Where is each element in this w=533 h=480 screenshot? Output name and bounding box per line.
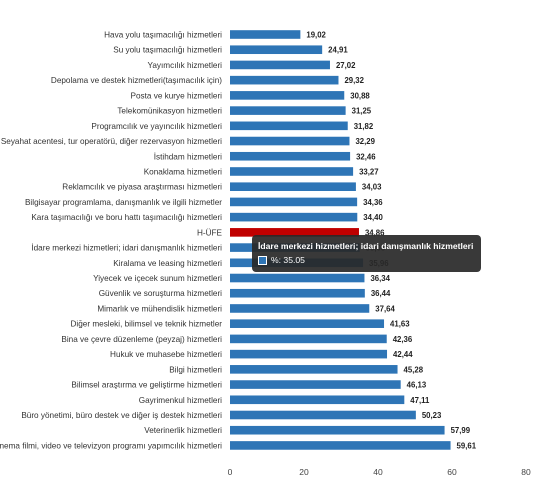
value-label: 37,64 (375, 304, 395, 313)
value-label: 29,32 (344, 76, 364, 85)
bar (230, 425, 445, 435)
value-label: 34,40 (363, 213, 383, 222)
value-label: 32,29 (355, 137, 375, 146)
bar (230, 380, 401, 389)
bar (230, 273, 365, 283)
category-label: Kiralama ve leasing hizmetleri (113, 259, 222, 268)
category-label: Seyahat acentesi, tur operatörü, diğer r… (1, 137, 222, 146)
value-label: 24,91 (328, 46, 348, 55)
bar (230, 395, 405, 405)
value-label: 34,36 (363, 198, 383, 207)
bar (230, 136, 350, 146)
tooltip-value: %: 35.05 (271, 255, 305, 265)
category-label: Veterinerlik hizmetleri (144, 426, 222, 435)
bar (230, 91, 345, 100)
bar (230, 121, 348, 131)
category-label: Mimarlık ve mühendislik hizmetleri (97, 304, 222, 313)
value-label: 57,99 (451, 426, 471, 435)
value-label: 27,02 (336, 61, 356, 70)
category-label: Yayımcılık hizmetleri (148, 61, 223, 70)
category-label: Sinema filmi, video ve televizyon progra… (0, 441, 222, 450)
value-label: 36,44 (371, 289, 391, 298)
category-label: Gayrimenkul hizmetleri (139, 396, 222, 405)
value-label: 42,36 (393, 335, 413, 344)
tooltip-title: İdare merkezi hizmetleri; idari danışman… (258, 241, 474, 251)
bar (230, 228, 359, 237)
value-label: 59,61 (457, 441, 477, 450)
bar (230, 30, 301, 39)
bar (230, 349, 388, 359)
value-label: 32,46 (356, 152, 376, 161)
category-label: Hava yolu taşımacılığı hizmetleri (104, 31, 222, 40)
bar (230, 60, 330, 70)
bar (230, 365, 398, 374)
x-tick-label: 80 (521, 467, 531, 477)
category-label: İdare merkezi hizmetleri; idari danışman… (31, 243, 222, 253)
value-label: 19,02 (306, 31, 326, 40)
value-label: 33,27 (359, 167, 379, 176)
bar (230, 441, 451, 450)
bar (230, 334, 387, 344)
x-tick-label: 60 (447, 467, 457, 477)
category-label: Bilgi hizmetleri (169, 365, 222, 374)
value-label: 42,44 (393, 350, 413, 359)
x-tick-label: 0 (228, 467, 233, 477)
bar (230, 167, 354, 176)
category-label: Posta ve kurye hizmetleri (131, 91, 223, 100)
bar (230, 106, 346, 115)
value-label: 34,03 (362, 183, 382, 192)
category-label: Telekomünikasyon hizmetleri (117, 107, 222, 116)
tooltip-row: %: 35.05 (258, 253, 473, 267)
category-label: Büro yönetimi, büro destek ve diğer iş d… (21, 411, 222, 420)
category-label: Konaklama hizmetleri (144, 167, 222, 176)
bar (230, 410, 416, 420)
value-label: 41,63 (390, 320, 410, 329)
value-label: 46,13 (407, 381, 427, 390)
bar (230, 182, 356, 191)
value-label: 36,34 (370, 274, 390, 283)
category-label: Bilgisayar programlama, danışmanlık ve i… (25, 198, 222, 207)
category-label: İstihdam hizmetleri (154, 151, 222, 161)
category-label: Depolama ve destek hizmetleri(taşımacılı… (51, 76, 222, 85)
chart-tooltip: İdare merkezi hizmetleri; idari danışman… (252, 235, 482, 272)
category-label: Güvenlik ve soruşturma hizmetleri (99, 289, 222, 298)
bar (230, 304, 370, 313)
category-label: H-ÜFE (197, 227, 223, 237)
value-label: 31,82 (354, 122, 374, 131)
category-label: Hukuk ve muhasebe hizmetleri (110, 350, 222, 359)
x-tick-label: 20 (299, 467, 309, 477)
category-label: Kara taşımacılığı ve boru hattı taşımacı… (31, 213, 222, 222)
bar (230, 197, 358, 207)
bar (230, 288, 365, 298)
bar (230, 151, 351, 161)
value-label: 30,88 (350, 91, 370, 100)
value-label: 50,23 (422, 411, 442, 420)
bar (230, 75, 339, 85)
value-label: 45,28 (404, 365, 424, 374)
category-label: Yiyecek ve içecek sunum hizmetleri (93, 274, 222, 283)
category-label: Reklamcılık ve piyasa araştırması hizmet… (62, 183, 222, 192)
category-label: Bilimsel araştırma ve geliştirme hizmetl… (71, 381, 222, 390)
category-label: Su yolu taşımacılığı hizmetleri (113, 46, 222, 55)
category-label: Bina ve çevre düzenleme (peyzaj) hizmetl… (61, 335, 222, 344)
value-label: 47,11 (410, 396, 430, 405)
bar (230, 45, 323, 55)
bar (230, 212, 358, 222)
tooltip-series-swatch (258, 255, 267, 265)
category-label: Programcılık ve yayıncılık hizmetleri (91, 122, 222, 131)
value-label: 31,25 (352, 107, 372, 116)
x-tick-label: 40 (373, 467, 383, 477)
category-label: Diğer mesleki, bilimsel ve teknik hizmet… (70, 320, 222, 329)
value-label: 34,86 (365, 228, 385, 237)
bar (230, 319, 385, 328)
